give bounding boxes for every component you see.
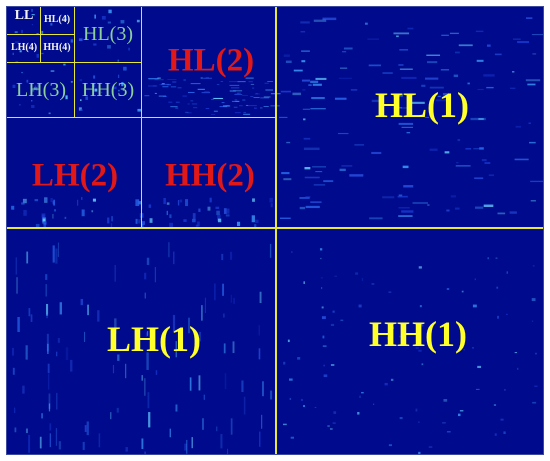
level1-horizontal-divider — [7, 227, 543, 229]
subband-label-hh2: HH(2) — [165, 157, 255, 194]
subband-label-hh1: HH(1) — [369, 314, 467, 354]
subband-label-hl2: HL(2) — [167, 42, 255, 79]
level3-horizontal-divider — [7, 62, 141, 63]
subband-label-lh4: LH(4) — [10, 42, 38, 53]
subband-label-hl1: HL(1) — [375, 85, 469, 125]
subband-label-hh4: HH(4) — [43, 42, 71, 53]
level2-horizontal-divider — [7, 117, 275, 118]
subband-label-hl4: HL(4) — [43, 14, 71, 25]
subband-label-lh3: LH(3) — [16, 79, 66, 101]
subband-label-hl3: HL(3) — [83, 23, 133, 45]
coefficient-texture — [11, 9, 543, 454]
level1-vertical-divider — [275, 7, 277, 454]
subband-label-hh3: HH(3) — [81, 79, 135, 101]
subband-label-lh1: LH(1) — [107, 319, 201, 359]
wavelet-decomposition-figure: LL HL(4) LH(4) HH(4) HL(3) LH(3) HH(3) H… — [6, 6, 544, 455]
subband-label-ll4: LL — [14, 8, 34, 23]
level4-horizontal-divider — [7, 34, 74, 35]
subband-label-lh2: LH(2) — [31, 157, 119, 194]
